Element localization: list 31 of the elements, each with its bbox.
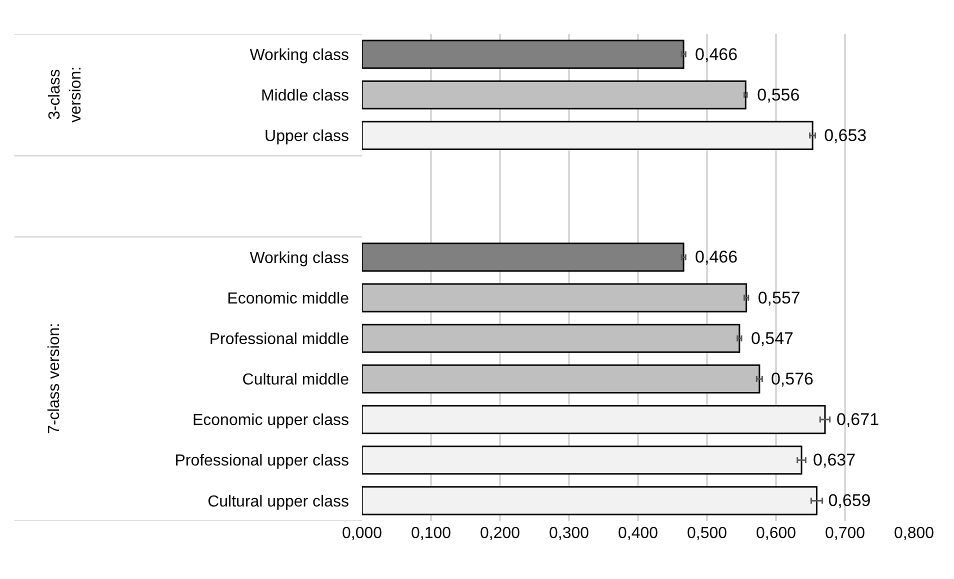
x-tick-label: 0,800 xyxy=(894,525,934,542)
data-label: 0,671 xyxy=(828,410,880,430)
y-tick-label: Professional upper class xyxy=(174,452,349,470)
data-label: 0,547 xyxy=(742,328,794,348)
y-tick-label: Cultural middle xyxy=(242,372,350,389)
data-label: 0,557 xyxy=(749,288,800,308)
x-tick-label: 0,400 xyxy=(618,525,658,542)
y-tick-label: Professional middle xyxy=(209,330,350,348)
x-tick-label: 0,200 xyxy=(480,525,520,542)
data-label: 0,653 xyxy=(816,126,867,145)
text: 7-class version: xyxy=(46,322,64,434)
x-tick-label: 0,300 xyxy=(548,525,590,542)
text: 3-class version: xyxy=(46,66,85,122)
x-tick-label: 0,600 xyxy=(756,525,796,542)
y-tick-label: Cultural upper class xyxy=(208,493,349,510)
data-label: 0,466 xyxy=(686,44,738,64)
data-label: 0,659 xyxy=(820,491,871,510)
y-tick-label: Working class xyxy=(250,46,349,64)
y-tick-label: Economic upper class xyxy=(192,412,349,430)
y-tick-label: Middle class xyxy=(260,87,349,104)
x-tick-label: 0,500 xyxy=(686,525,728,542)
x-tick-label: 0,700 xyxy=(824,525,866,542)
data-label: 0,576 xyxy=(762,369,814,388)
x-tick-label: 0,000 xyxy=(342,525,382,542)
data-label: 0,556 xyxy=(748,85,800,104)
data-label: 0,637 xyxy=(804,450,856,470)
y-tick-label: Upper class xyxy=(264,128,349,146)
y-tick-label: Working class xyxy=(250,250,349,267)
x-tick-label: 0,100 xyxy=(410,525,452,542)
data-label: 0,466 xyxy=(686,248,738,267)
y-tick-label: Economic middle xyxy=(227,290,350,308)
